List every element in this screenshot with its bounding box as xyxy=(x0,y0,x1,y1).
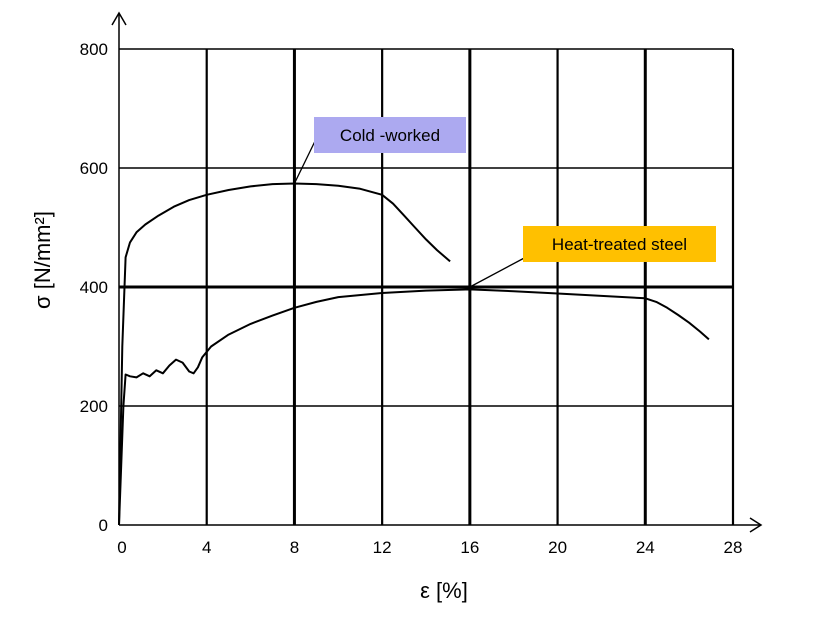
callout-box-1 xyxy=(523,226,716,262)
callout-label-0: Cold -worked xyxy=(340,126,440,145)
callout-label-1: Heat-treated steel xyxy=(552,235,687,254)
y-axis-arrow xyxy=(111,11,127,26)
y-tick-label-400: 400 xyxy=(80,278,108,297)
x-axis-title: ε [%] xyxy=(420,578,468,603)
y-tick-label-0: 0 xyxy=(99,516,108,535)
x-tick-label-24: 24 xyxy=(636,538,655,557)
x-axis-arrow xyxy=(749,517,763,533)
x-tick-label-16: 16 xyxy=(460,538,479,557)
x-tick-label-28: 28 xyxy=(724,538,743,557)
callout-box-0 xyxy=(314,117,466,153)
y-tick-label-800: 800 xyxy=(80,40,108,59)
tick-labels: 0 4 8 12 16 20 24 28 0 200 400 600 800 xyxy=(80,40,743,557)
x-tick-label-8: 8 xyxy=(290,538,299,557)
x-tick-label-12: 12 xyxy=(373,538,392,557)
callouts: Cold -worked Heat-treated steel xyxy=(293,117,716,288)
x-tick-label-20: 20 xyxy=(548,538,567,557)
y-axis-title: σ [N/mm²] xyxy=(30,211,55,309)
y-tick-label-600: 600 xyxy=(80,159,108,178)
callout-leader-1 xyxy=(469,255,529,288)
axes xyxy=(111,11,763,533)
x-tick-label-0: 0 xyxy=(117,538,126,557)
series-line-cold-worked xyxy=(118,182,451,526)
x-tick-label-4: 4 xyxy=(202,538,211,557)
series-line-heat-treated-steel xyxy=(118,288,710,526)
y-tick-label-200: 200 xyxy=(80,397,108,416)
series xyxy=(118,182,710,526)
